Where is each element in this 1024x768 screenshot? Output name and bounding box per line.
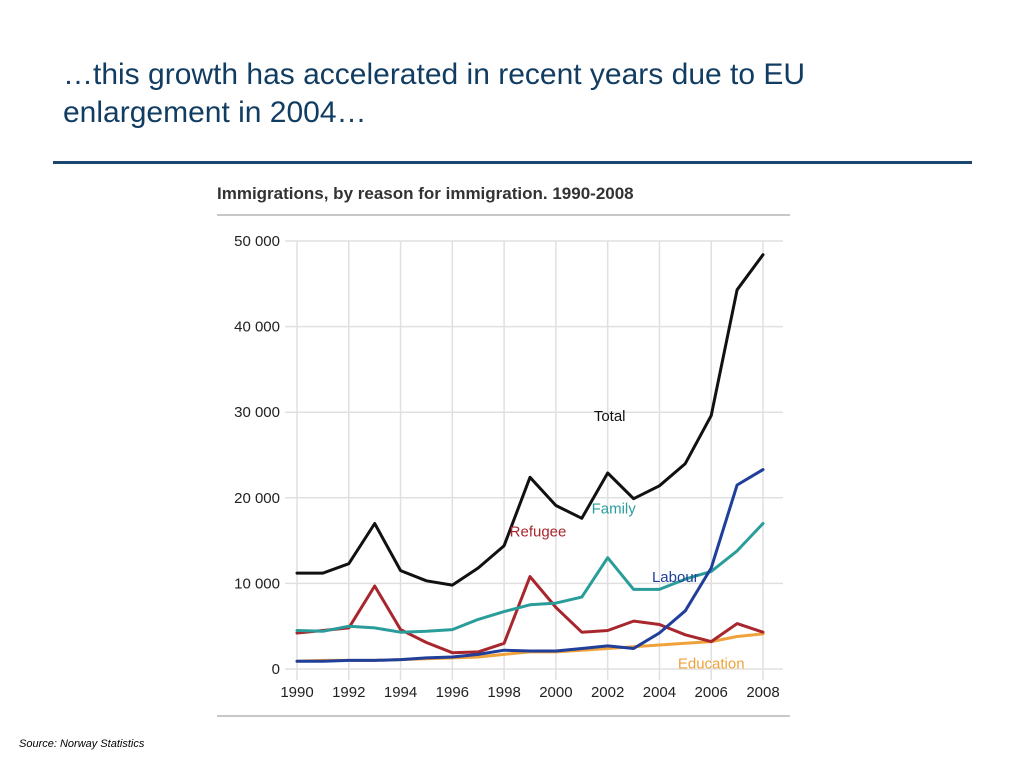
x-tick-label: 2006 — [695, 684, 728, 701]
x-tick-label: 2000 — [539, 684, 572, 701]
series-line-refugee — [295, 575, 765, 655]
series-line-family — [295, 522, 765, 634]
y-axis-ticks: 0 10 000 20 000 30 000 40 000 50 000 — [234, 233, 280, 678]
x-tick-label: 2004 — [643, 684, 676, 701]
x-tick-label: 1996 — [436, 684, 469, 701]
y-tick-label: 20 000 — [234, 490, 280, 507]
series-label-total: Total — [594, 408, 626, 425]
y-tick-label: 50 000 — [234, 233, 280, 250]
y-tick-label: 40 000 — [234, 319, 280, 336]
x-tick-label: 1990 — [280, 684, 313, 701]
slide-title: …this growth has accelerated in recent y… — [63, 58, 806, 129]
x-tick-label: 1992 — [332, 684, 365, 701]
x-tick-label: 1998 — [487, 684, 520, 701]
chart-title: Immigrations, by reason for immigration.… — [217, 184, 634, 203]
y-tick-label: 30 000 — [234, 404, 280, 421]
chart-gridlines — [285, 240, 783, 680]
chart-series — [295, 253, 765, 663]
series-label-family: Family — [592, 501, 637, 518]
y-tick-label: 10 000 — [234, 575, 280, 592]
y-tick-label: 0 — [272, 661, 280, 678]
x-tick-label: 2002 — [591, 684, 624, 701]
title-divider — [53, 161, 972, 164]
series-line-total — [295, 253, 765, 587]
x-axis-ticks: 1990 1992 1994 1996 1998 2000 2002 2004 2006 2008 — [280, 684, 779, 701]
source-note: Source: Norway Statistics — [19, 738, 145, 750]
series-label-education: Education — [678, 656, 745, 673]
x-tick-label: 2008 — [746, 684, 779, 701]
series-label-refugee: Refugee — [510, 524, 567, 541]
series-labels: Total Labour Family Refugee Education — [510, 408, 745, 673]
series-line-labour — [295, 468, 765, 663]
x-tick-label: 1994 — [384, 684, 417, 701]
series-label-labour: Labour — [652, 569, 699, 586]
